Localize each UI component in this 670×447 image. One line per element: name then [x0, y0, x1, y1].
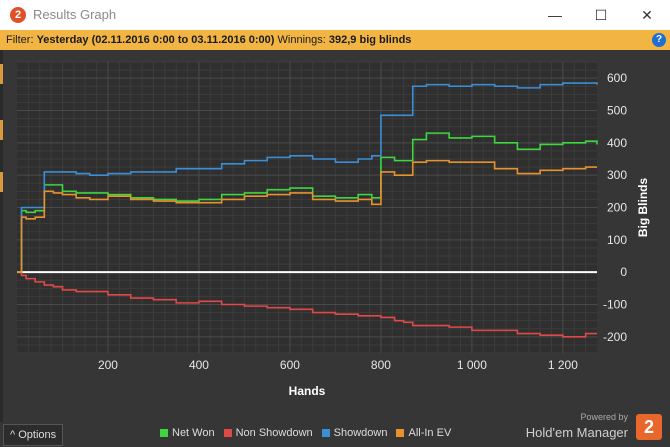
options-label: Options	[18, 429, 57, 441]
legend-item[interactable]: Non Showdown	[223, 427, 313, 439]
y-tick-label: 100	[607, 233, 627, 247]
chart-legend: Net Won Non Showdown Showdown All-In EV	[160, 427, 451, 439]
legend-label: Showdown	[333, 427, 388, 439]
window-title: Results Graph	[33, 7, 117, 22]
winnings-value: 392,9 big blinds	[328, 34, 412, 46]
minimize-button[interactable]: —	[548, 7, 562, 23]
brand-logo-icon: 2	[636, 414, 662, 440]
winnings-label: Winnings:	[277, 34, 326, 46]
legend-item[interactable]: Showdown	[321, 427, 388, 439]
y-tick-label: 500	[607, 104, 627, 118]
y-axis-label: Big Blinds	[636, 178, 650, 238]
legend-label: Net Won	[172, 427, 215, 439]
series-line-non-showdown	[17, 271, 597, 338]
series-line-all-in-ev	[17, 159, 597, 273]
y-tick-label: 400	[607, 136, 627, 150]
footer-bar: ^ Options Net Won Non Showdown Showdown All…	[0, 412, 670, 447]
y-tick-label: -200	[603, 330, 627, 344]
left-panel-marker	[0, 172, 3, 192]
app-logo-icon: 2	[10, 7, 26, 23]
left-panel-marker	[0, 64, 3, 84]
x-tick-label: 1 200	[548, 358, 578, 372]
chevron-up-icon: ^	[10, 429, 16, 441]
filter-bar: Filter: Yesterday (02.11.2016 0:00 to 03…	[0, 30, 670, 50]
filter-label: Filter:	[6, 34, 34, 46]
results-chart: -200 -100 0 100 200 300 400 500 600 200 400 600 800 1…	[17, 61, 650, 398]
y-tick-label: 200	[607, 201, 627, 215]
legend-item[interactable]: All-In EV	[396, 427, 451, 439]
y-tick-label: -100	[603, 298, 627, 312]
series-line-net-won	[17, 132, 598, 273]
options-button[interactable]: ^ Options	[3, 424, 64, 446]
y-tick-label: 300	[607, 168, 627, 182]
left-panel-edge	[0, 50, 3, 422]
series-line-showdown	[17, 82, 598, 273]
left-panel-marker	[0, 120, 3, 140]
legend-swatch	[223, 429, 232, 437]
x-axis-label: Hands	[289, 384, 326, 398]
filter-range: Yesterday (02.11.2016 0:00 to 03.11.2016…	[36, 34, 275, 46]
x-tick-label: 800	[371, 358, 391, 372]
x-tick-label: 200	[98, 358, 118, 372]
title-bar: 2 Results Graph — ☐ ✕	[0, 0, 670, 30]
legend-swatch	[321, 429, 330, 437]
x-tick-label: 400	[189, 358, 209, 372]
x-tick-label: 1 000	[457, 358, 487, 372]
legend-label: All-In EV	[408, 427, 452, 439]
filter-text: Filter: Yesterday (02.11.2016 0:00 to 03…	[6, 30, 411, 50]
x-tick-label: 600	[280, 358, 300, 372]
y-tick-label: 600	[607, 71, 627, 85]
maximize-button[interactable]: ☐	[594, 7, 608, 23]
legend-item[interactable]: Net Won	[160, 427, 215, 439]
y-tick-label: 0	[620, 265, 627, 279]
close-button[interactable]: ✕	[641, 7, 653, 23]
legend-label: Non Showdown	[235, 427, 313, 439]
legend-swatch	[396, 429, 405, 437]
brand-name: Hold'em Manager	[525, 425, 628, 440]
powered-by-label: Powered by	[580, 412, 628, 422]
legend-swatch	[160, 429, 168, 437]
help-icon[interactable]: ?	[652, 33, 666, 47]
